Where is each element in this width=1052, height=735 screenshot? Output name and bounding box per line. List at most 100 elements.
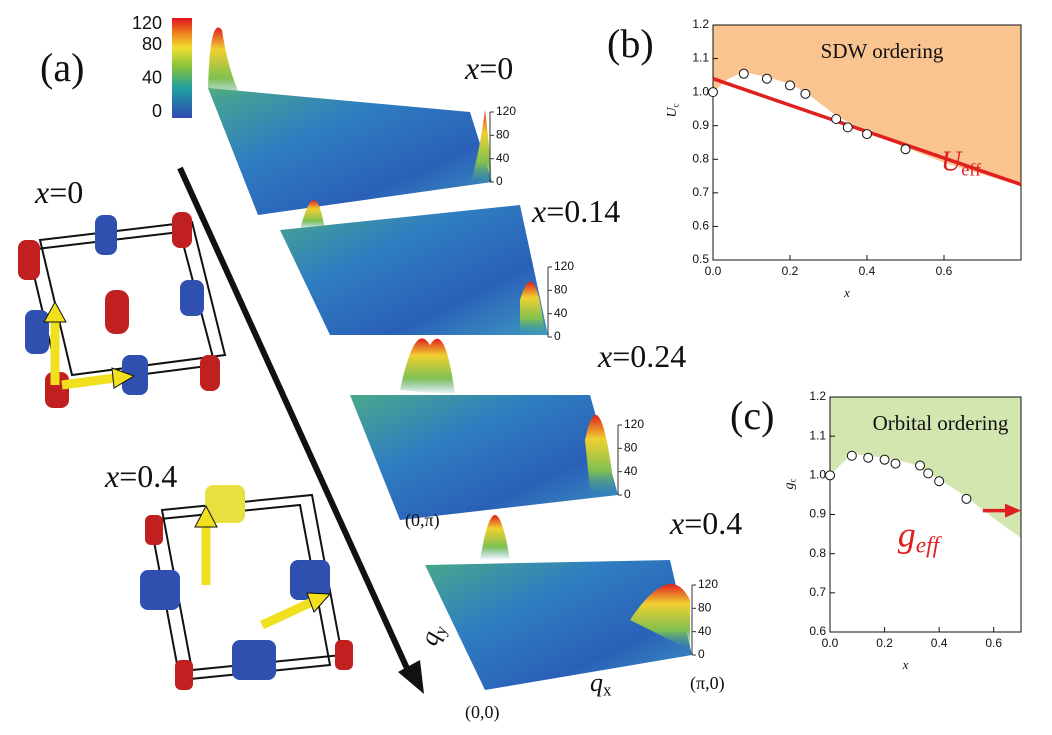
z-tick-label: 120 [698,577,718,591]
data-point [708,87,718,98]
y-axis-label-sub: c [788,478,798,482]
panel-label: (b) [607,21,654,66]
y-axis-label-sub: c [671,103,681,107]
y-tick-label: 1.0 [692,84,709,98]
surface-label-symbol: x [531,193,546,229]
x-tick-label: 0.6 [936,264,953,278]
surface-label-value: =0 [479,50,513,86]
data-point [934,476,945,487]
z-tick-label: 120 [496,104,516,118]
data-point [761,73,772,84]
data-point [879,454,890,465]
ordering-region [830,397,1021,538]
y-tick-label: 0.7 [809,585,826,599]
data-point [785,80,795,91]
y-axis-label: gc [782,478,797,489]
z-tick-label: 120 [624,417,644,431]
z-tick-label: 0 [698,647,705,661]
x-axis-label: x [902,657,909,672]
surface-label: x=0 [464,50,513,86]
colorbar [172,18,192,118]
y-tick-label: 0.8 [692,151,709,165]
fermi-label-value: =0.4 [119,458,177,494]
data-point [961,493,972,504]
surface-label-symbol: x [464,50,479,86]
z-tick-label: 40 [698,624,712,638]
axis-label-sub: x [603,680,612,699]
arrow-head [1005,503,1021,518]
data-point [825,470,835,481]
x-tick-label: 0.4 [859,264,876,278]
surface-label: x=0.24 [597,338,686,374]
colorbar-tick-label: 80 [142,34,162,54]
y-tick-label: 1.0 [809,468,826,482]
region-label: SDW ordering [821,39,944,63]
axis-label: qx [590,668,612,699]
z-tick-label: 80 [698,601,712,615]
axis-label: qy [414,619,451,650]
fermi-label-symbol: x [104,458,119,494]
x-tick-label: 0.4 [931,636,948,650]
colorbar-tick-label: 40 [142,67,162,87]
data-point [923,468,934,479]
y-tick-label: 1.1 [692,51,709,65]
y-tick-label: 0.7 [692,185,709,199]
z-tick-label: 40 [496,151,510,165]
data-point [915,460,926,471]
y-tick-label: 1.2 [692,17,709,31]
z-tick-label: 0 [554,329,561,343]
arrow-label-symbol: g [898,515,916,555]
surface-label: x=0.4 [669,505,742,541]
panel-label: (a) [40,45,84,90]
y-tick-label: 0.8 [809,546,826,560]
axis-corner-label: (0,0) [465,702,500,723]
surface-label: x=0.14 [531,193,620,229]
surface-label-symbol: x [597,338,612,374]
x-tick-label: 0.2 [782,264,799,278]
y-tick-label: 0.9 [809,507,826,521]
fermi-label-symbol: x [34,174,49,210]
x-tick-label: 0.0 [705,264,722,278]
surfaces-art [177,27,692,694]
y-axis-label-symbol: U [665,107,680,118]
z-tick-label: 0 [624,487,631,501]
z-tick-label: 80 [624,441,638,455]
surface-label-symbol: x [669,505,684,541]
arrow-label: geff [898,515,943,559]
surface-label-value: =0.14 [546,193,620,229]
data-point [738,68,749,79]
data-point [800,88,811,99]
surface-label-value: =0.4 [684,505,742,541]
axis-label-symbol: q [590,668,603,697]
y-tick-label: 0.5 [692,252,709,266]
data-point [862,129,872,140]
x-axis-label: x [843,285,850,300]
fermi-label-value: =0 [49,174,83,210]
y-axis-label-symbol: g [782,483,797,490]
x-tick-label: 0.6 [985,636,1002,650]
data-point [831,114,842,124]
fermi-surfaces [18,212,353,690]
fermi-label: x=0 [34,174,83,210]
y-tick-label: 0.6 [809,624,826,638]
data-point [842,122,853,133]
ordering-region [713,25,1021,187]
arrow-label-sub: eff [916,533,943,559]
y-tick-label: 1.1 [809,428,826,442]
y-axis-label: Uc [665,103,680,117]
data-point [900,144,911,155]
z-tick-label: 120 [554,259,574,273]
colorbar-tick-label: 0 [152,101,162,121]
z-tick-label: 0 [496,174,503,188]
z-tick-label: 80 [554,283,568,297]
fit-label-sub: eff [961,160,982,180]
colorbar-tick-label: 120 [132,13,162,33]
data-point [890,458,901,469]
y-tick-label: 0.9 [692,118,709,132]
fermi-label: x=0.4 [104,458,177,494]
y-tick-label: 0.6 [692,219,709,233]
z-tick-label: 40 [624,464,638,478]
x-tick-label: 0.2 [876,636,893,650]
fit-label: Ueff [941,147,982,180]
